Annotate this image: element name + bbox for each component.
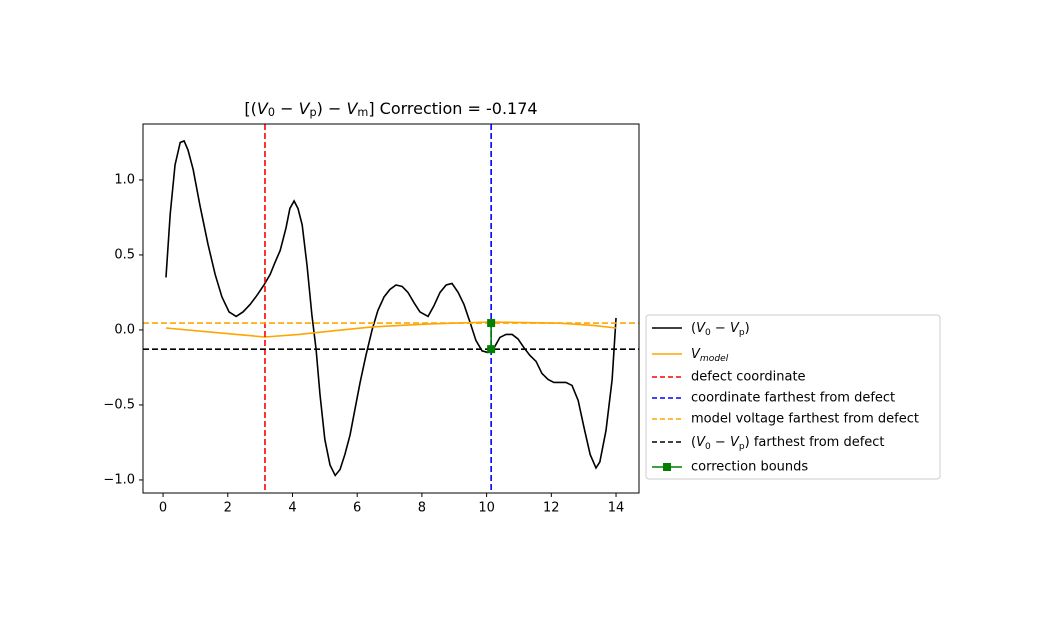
legend-label: model voltage farthest from defect	[691, 412, 919, 427]
legend-box	[645, 314, 941, 480]
series-line	[165, 321, 617, 338]
correction-bound-marker	[487, 319, 496, 328]
x-tick-label: 10	[478, 501, 495, 516]
y-tick-label: 0.5	[114, 247, 135, 262]
y-tick-label: −1.0	[103, 472, 135, 487]
legend-label: defect coordinate	[691, 370, 806, 385]
plot-frame	[142, 123, 640, 494]
x-tick-label: 0	[159, 501, 167, 516]
x-tick-label: 12	[543, 501, 560, 516]
legend-label: (V0​ − Vp​)	[691, 321, 750, 338]
legend-label: correction bounds	[691, 460, 808, 475]
x-tick-label: 6	[353, 501, 361, 516]
y-tick-label: 0.0	[114, 322, 135, 337]
correction-bound-marker	[487, 345, 496, 354]
x-tick-label: 2	[224, 501, 232, 516]
legend-label: Vmodel​	[691, 347, 729, 364]
y-tick-label: −0.5	[103, 397, 135, 412]
x-tick-label: 8	[418, 501, 426, 516]
legend-label: coordinate farthest from defect	[691, 391, 895, 406]
series-line	[165, 139, 617, 477]
x-tick-label: 4	[288, 501, 296, 516]
legend-label: (V0​ − Vp​) farthest from defect	[691, 435, 885, 452]
y-tick-label: 1.0	[114, 172, 135, 187]
x-tick-label: 14	[608, 501, 625, 516]
chart-title: [(V0​ − Vp​) − Vm​] Correction = -0.174	[244, 99, 537, 120]
legend-marker	[663, 463, 671, 471]
